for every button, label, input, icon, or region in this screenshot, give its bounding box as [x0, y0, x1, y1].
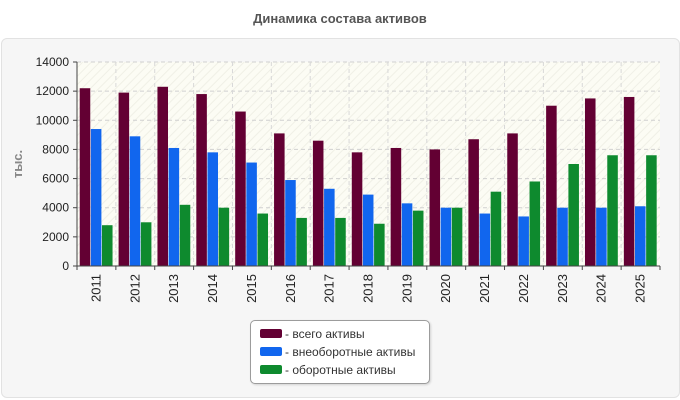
bar-2019-s2: [412, 210, 424, 266]
y-tick-label: 6000: [42, 172, 69, 186]
bars: [79, 86, 657, 267]
bar-2011-s0: [79, 88, 91, 266]
x-tick-label: 2013: [166, 274, 181, 303]
y-tick-label: 12000: [36, 84, 70, 98]
legend-label-current: - оборотные активы: [285, 362, 396, 377]
axes: [73, 61, 661, 270]
bar-2021-s0: [468, 139, 479, 266]
x-tick-label: 2018: [361, 274, 376, 303]
x-tick-label: 2019: [399, 274, 414, 303]
bar-2017-s1: [324, 188, 335, 266]
legend-item-current: - оборотные активы: [260, 362, 396, 378]
bar-2011-s2: [102, 225, 113, 266]
bar-2014-s1: [207, 152, 219, 266]
y-tick-label: 0: [62, 259, 69, 273]
bar-2017-s0: [312, 140, 324, 266]
grid-lines: [77, 61, 660, 266]
bar-2025-s0: [623, 96, 635, 266]
bar-2024-s2: [607, 155, 618, 266]
bar-2025-s1: [634, 206, 646, 266]
bar-2021-s2: [490, 191, 502, 266]
bar-2025-s2: [646, 155, 657, 266]
x-tick-label: 2012: [127, 274, 142, 303]
bar-2018-s2: [374, 223, 385, 266]
bar-2022-s1: [518, 216, 529, 266]
bar-2012-s2: [140, 222, 152, 266]
y-tick-label: 8000: [42, 142, 69, 156]
y-tick-label: 4000: [42, 201, 69, 215]
legend-item-total: - всего активы: [260, 326, 365, 342]
bar-2020-s2: [451, 207, 463, 266]
bar-2024-s0: [584, 98, 596, 266]
y-tick-label: 10000: [36, 113, 70, 127]
x-tick-label: 2024: [594, 274, 609, 303]
x-tick-label: 2017: [322, 274, 337, 303]
x-tick-label: 2022: [516, 274, 531, 303]
y-tick-labels: 0 2000 4000 6000 8000 10000 12000 14000: [36, 55, 70, 273]
bar-2012-s1: [129, 136, 141, 266]
bar-2023-s1: [557, 207, 568, 266]
bar-2016-s0: [274, 133, 285, 266]
bar-2016-s1: [285, 180, 296, 266]
legend-swatch-total: [260, 329, 282, 339]
bar-2018-s0: [351, 152, 363, 266]
y-axis-label: тыс.: [10, 150, 25, 178]
bar-2014-s0: [196, 94, 207, 266]
legend-swatch-noncurrent: [260, 347, 282, 357]
bar-2020-s1: [440, 207, 452, 266]
bar-2015-s0: [235, 111, 246, 267]
y-tick-label: 2000: [42, 230, 69, 244]
bar-2023-s2: [568, 164, 579, 266]
x-tick-label: 2023: [555, 274, 570, 303]
x-tick-labels: 2011 2012 2013 2014 2015 2016 2017 2018 2019 2020…: [88, 274, 647, 303]
bar-2020-s0: [429, 149, 441, 266]
bar-2022-s2: [529, 181, 541, 266]
bar-2013-s0: [157, 86, 168, 267]
bar-2013-s1: [168, 147, 180, 266]
x-tick-label: 2025: [633, 274, 648, 303]
legend-label-total: - всего активы: [285, 326, 365, 341]
x-tick-label: 2021: [477, 274, 492, 303]
bar-2022-s0: [507, 133, 518, 266]
bar-2015-s1: [246, 162, 257, 266]
x-tick-label: 2011: [88, 274, 103, 302]
x-tick-label: 2016: [283, 274, 298, 303]
bar-2013-s2: [179, 204, 191, 266]
bar-2016-s2: [296, 217, 307, 266]
x-tick-label: 2014: [205, 274, 220, 303]
x-tick-label: 2020: [438, 274, 453, 303]
bar-2024-s1: [596, 207, 607, 266]
y-tick-label: 14000: [36, 55, 70, 69]
legend-item-noncurrent: - внеоборотные активы: [260, 344, 415, 360]
chart-title: Динамика состава активов: [253, 11, 427, 26]
bar-2014-s2: [218, 207, 230, 266]
x-tick-label: 2015: [244, 274, 259, 303]
bar-2017-s2: [335, 217, 346, 266]
legend-label-noncurrent: - внеоборотные активы: [285, 344, 416, 359]
legend-swatch-current: [260, 365, 282, 375]
bar-2018-s1: [362, 194, 374, 266]
legend: - всего активы - внеоборотные активы - о…: [250, 320, 430, 384]
bar-2023-s0: [546, 105, 557, 266]
bar-2012-s0: [118, 92, 130, 266]
bar-2021-s1: [479, 213, 491, 266]
bar-2011-s1: [90, 129, 102, 266]
bar-2019-s0: [390, 147, 402, 266]
bar-2015-s2: [257, 213, 269, 266]
bar-2019-s1: [401, 203, 413, 266]
